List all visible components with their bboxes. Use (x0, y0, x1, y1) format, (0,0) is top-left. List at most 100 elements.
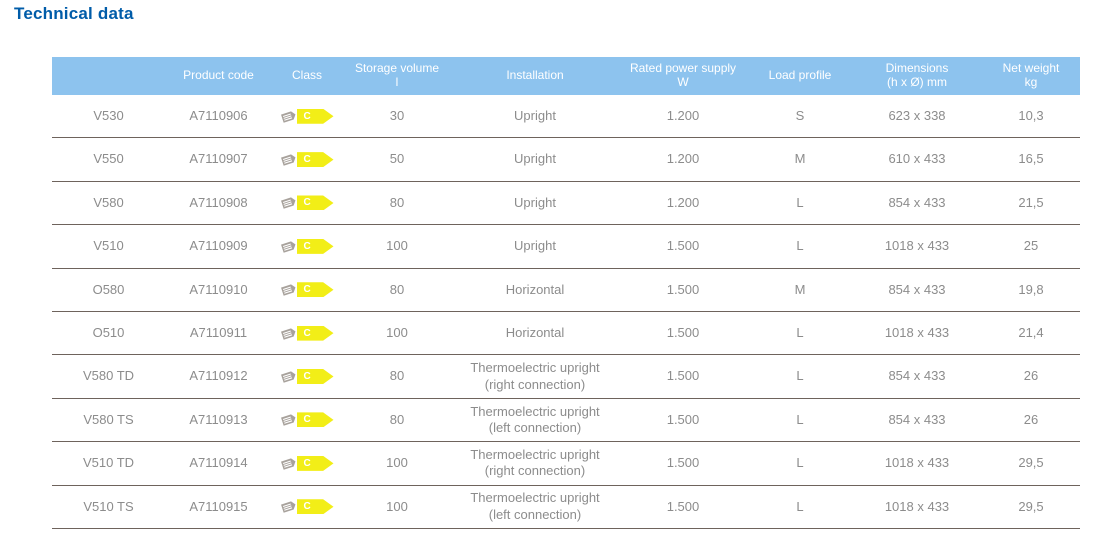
energy-class-badge: C (296, 238, 334, 254)
energy-class-cell: C (272, 269, 342, 311)
cell-storage_volume: 30 (389, 108, 405, 124)
column-header-energy_class: Class (291, 68, 322, 83)
cell-dimensions: 1018 x 433 (884, 455, 950, 471)
cell-load_profile: L (796, 455, 804, 471)
cell-model: V580 TD (82, 368, 135, 384)
table-row: V580 A7110908 C 80 Upright 1.200 L 854 x 433 21,… (52, 181, 1080, 226)
cell-dimensions: 854 x 433 (888, 194, 946, 210)
energy-class-cell: C (272, 225, 342, 267)
cell-storage_volume: 100 (386, 498, 408, 514)
energy-class-cell: C (272, 182, 342, 224)
table-row: O580 A7110910 C 80 Horizontal 1.500 M 854 x 433… (52, 268, 1080, 312)
table-row: O510 A7110911 C 100 Horizontal 1.500 L 1018 x 4… (52, 311, 1080, 356)
table-row: V510 TD A7110914 C 100 Thermoelectric uprigh… (52, 442, 1080, 486)
energy-class-cell: C (272, 442, 342, 484)
column-header-model (52, 57, 165, 95)
energy-tag-icon (280, 327, 297, 340)
energy-tag-icon (280, 370, 297, 383)
cell-product_code: A7110912 (189, 368, 248, 384)
table-row: V530 A7110906 C 30 Upright 1.200 S 623 x 338 10,… (52, 95, 1080, 139)
cell-model: V510 TD (82, 455, 135, 471)
table-row: V510 A7110909 C 100 Upright 1.500 L 1018 x 433 2… (52, 225, 1080, 269)
energy-class-badge: C (296, 195, 334, 211)
cell-net_weight: 26 (1023, 411, 1039, 427)
cell-installation: Horizontal (505, 281, 565, 297)
energy-class-badge: C (296, 152, 334, 168)
cell-rated_power: 1.500 (666, 411, 700, 427)
cell-dimensions: 1018 x 433 (884, 238, 950, 254)
table-row: V580 TS A7110913 C 80 Thermoelectric upright… (52, 398, 1080, 443)
page-title: Technical data (14, 4, 134, 23)
cell-dimensions: 854 x 433 (888, 281, 946, 297)
cell-load_profile: L (796, 368, 804, 384)
cell-net_weight: 21,4 (1018, 325, 1044, 341)
table-body: V530 A7110906 C 30 Upright 1.200 S 623 x 338 10,… (52, 95, 1080, 529)
cell-load_profile: M (794, 281, 806, 297)
column-header-storage_volume: Storage volume l (354, 61, 440, 89)
energy-class-badge: C (296, 499, 334, 515)
cell-installation: Upright (514, 108, 556, 124)
cell-storage_volume: 80 (389, 194, 405, 210)
cell-product_code: A7110909 (189, 238, 248, 254)
energy-class-cell: C (272, 138, 342, 180)
cell-net_weight: 29,5 (1018, 498, 1044, 514)
column-header-net_weight: Net weight kg (1002, 61, 1060, 89)
table-row: V580 TD A7110912 C 80 Thermoelectric upright… (52, 355, 1080, 399)
cell-model: V580 (93, 194, 124, 210)
energy-class-cell: C (272, 486, 342, 528)
energy-class-cell: C (272, 399, 342, 441)
cell-product_code: A7110911 (189, 325, 248, 341)
energy-tag-icon (280, 110, 297, 123)
cell-rated_power: 1.200 (666, 108, 700, 124)
cell-load_profile: M (794, 151, 806, 167)
energy-tag-icon (280, 196, 297, 210)
cell-rated_power: 1.500 (666, 281, 700, 297)
cell-load_profile: S (795, 108, 805, 124)
cell-installation: Upright (514, 151, 556, 167)
cell-rated_power: 1.500 (666, 238, 700, 254)
cell-installation: Thermoelectric upright (left connection) (470, 403, 600, 435)
cell-installation: Thermoelectric upright (left connection) (470, 490, 600, 522)
cell-storage_volume: 80 (389, 411, 405, 427)
cell-model: V530 (93, 108, 124, 124)
cell-net_weight: 26 (1023, 368, 1039, 384)
cell-dimensions: 854 x 433 (888, 411, 946, 427)
cell-rated_power: 1.200 (666, 151, 700, 167)
cell-rated_power: 1.500 (666, 498, 700, 514)
energy-tag-icon (280, 413, 297, 427)
energy-tag-icon (280, 240, 297, 253)
cell-net_weight: 19,8 (1018, 281, 1044, 297)
energy-tag-icon (280, 500, 297, 513)
cell-load_profile: L (796, 325, 804, 341)
energy-tag-icon (280, 283, 297, 297)
cell-product_code: A7110906 (189, 108, 248, 124)
cell-rated_power: 1.500 (666, 368, 700, 384)
table-header-row: Product code Class Storage volume l Install… (52, 57, 1080, 95)
cell-model: O510 (92, 325, 125, 341)
cell-model: V510 TS (83, 498, 134, 514)
cell-load_profile: L (796, 411, 804, 427)
cell-net_weight: 16,5 (1018, 151, 1044, 167)
cell-installation: Horizontal (505, 325, 565, 341)
cell-product_code: A7110915 (189, 498, 248, 514)
cell-model: O580 (92, 281, 125, 297)
column-header-installation: Installation (506, 68, 564, 83)
cell-dimensions: 1018 x 433 (884, 325, 950, 341)
cell-rated_power: 1.500 (666, 325, 700, 341)
cell-dimensions: 1018 x 433 (884, 498, 950, 514)
cell-dimensions: 854 x 433 (888, 368, 946, 384)
cell-installation: Upright (514, 194, 556, 210)
cell-product_code: A7110910 (189, 281, 248, 297)
cell-net_weight: 10,3 (1018, 108, 1044, 124)
energy-class-badge: C (296, 325, 334, 341)
column-header-rated_power: Rated power supply W (629, 61, 737, 89)
cell-rated_power: 1.200 (666, 194, 700, 210)
energy-class-badge: C (296, 108, 334, 124)
cell-installation: Thermoelectric upright (right connection… (470, 360, 600, 392)
cell-net_weight: 25 (1023, 238, 1039, 254)
cell-dimensions: 623 x 338 (888, 108, 946, 124)
energy-class-cell: C (272, 95, 342, 137)
technical-data-table: Product code Class Storage volume l Install… (52, 57, 1080, 529)
cell-product_code: A7110907 (189, 151, 248, 167)
